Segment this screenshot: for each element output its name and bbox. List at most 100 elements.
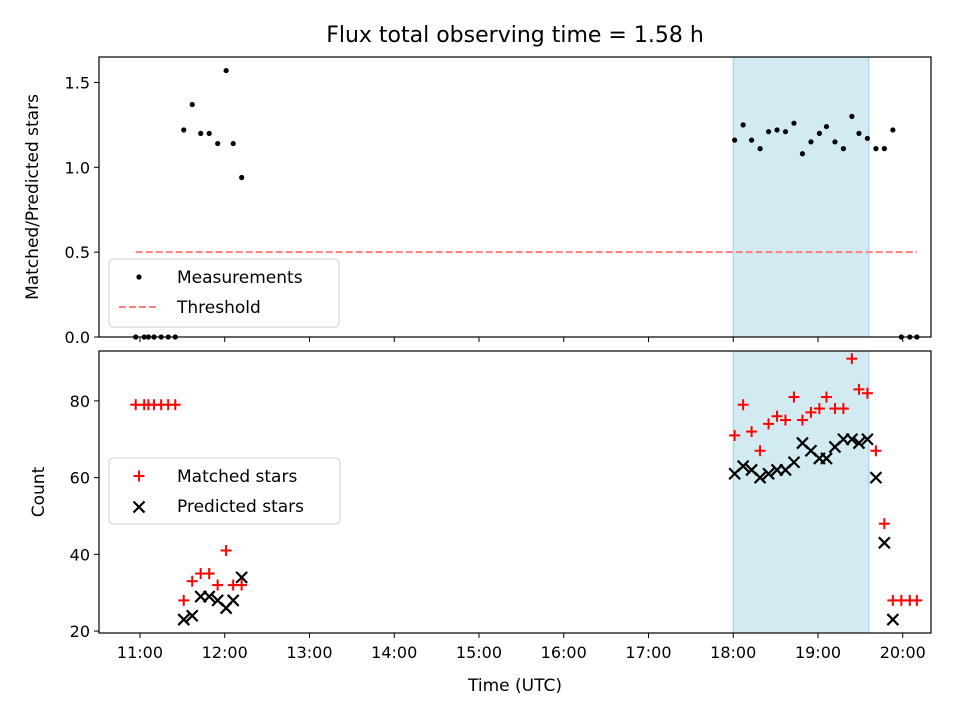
matched-star-point <box>878 518 890 530</box>
predicted-star-point-b <box>745 463 758 477</box>
predicted-star-point-b <box>202 590 216 603</box>
matched-star-point <box>203 568 215 580</box>
matched-star-point <box>861 387 873 399</box>
predicted-star-point-b <box>804 444 818 458</box>
measurement-point <box>189 101 195 108</box>
predicted-star-point <box>878 536 891 550</box>
matched-star-point <box>911 594 923 606</box>
bottom-y-tick-label: 40 <box>70 545 90 564</box>
predicted-star-point <box>845 432 859 446</box>
measurement-point <box>823 123 830 130</box>
bottom-legend: Matched stars Predicted stars <box>108 457 341 525</box>
matched-star-point <box>788 391 800 403</box>
measurement-point <box>749 137 755 143</box>
legend-measurements-marker <box>136 274 142 280</box>
bottom-y-tick-label: 60 <box>70 469 90 488</box>
predicted-star-point-b <box>878 536 891 550</box>
measurement-point <box>840 146 847 152</box>
predicted-star-point <box>762 467 775 481</box>
measurement-point <box>732 137 738 143</box>
predicted-star-point <box>787 455 801 469</box>
predicted-star-point <box>235 571 248 584</box>
top-y-axis-label: Matched/Predicted stars <box>23 94 43 300</box>
measurement-point <box>791 120 797 126</box>
legend-predicted-marker <box>132 500 146 514</box>
measurement-point <box>740 122 746 128</box>
measurement-point <box>856 130 862 136</box>
top-x-axis-ticks <box>139 337 904 342</box>
predicted-star-point-b <box>845 432 859 446</box>
matched-star-point <box>796 414 808 426</box>
predicted-star-point <box>886 613 900 626</box>
predicted-star-point <box>753 471 767 484</box>
legend-predicted-label: Predicted stars <box>177 497 304 517</box>
x-tick-label: 12:00 <box>202 643 248 662</box>
predicted-star-point-b <box>762 467 775 481</box>
measurement-point <box>873 146 879 152</box>
predicted-star-point-b <box>820 452 833 465</box>
bottom-x-axis-ticks: 11:00 12:00 13:00 14:00 15:00 16:00 17:00 18:00… <box>117 633 926 662</box>
matched-star-point <box>236 579 248 591</box>
predicted-star-point-b <box>852 436 866 450</box>
legend-matched-marker <box>133 470 145 482</box>
predicted-star-point-b <box>796 436 809 450</box>
top-panel: 0.0 0.5 1.0 1.5 Matched/Predicted stars Mea… <box>23 56 932 347</box>
predicted-star-point-b <box>736 459 750 473</box>
matched-star-point <box>220 545 232 557</box>
matched-star-point <box>846 353 858 365</box>
measurement-point <box>765 129 772 135</box>
bottom-axes-frame <box>98 350 932 634</box>
x-tick-label: 20:00 <box>880 643 926 662</box>
predicted-star-point <box>736 459 750 473</box>
x-axis-label: Time (UTC) <box>467 676 562 696</box>
matched-star-point <box>870 445 882 457</box>
top-observing-window-shade <box>732 56 870 338</box>
bottom-legend-box <box>108 457 341 525</box>
bottom-series <box>130 353 923 626</box>
predicted-star-point <box>820 452 833 465</box>
top-y-tick-label: 0.0 <box>65 328 90 347</box>
predicted-star-point-b <box>235 571 248 584</box>
legend-threshold-label: Threshold <box>176 298 261 318</box>
chart-title: Flux total observing time = 1.58 h <box>326 23 704 48</box>
matched-star-point <box>186 575 198 587</box>
top-axes-frame <box>98 56 932 338</box>
measurement-point <box>816 130 823 136</box>
measurement-point <box>808 139 814 145</box>
x-tick-label: 13:00 <box>286 643 332 662</box>
legend-plus-glyph <box>133 470 145 482</box>
matched-star-point <box>771 410 783 422</box>
predicted-star-point-b <box>177 613 191 626</box>
predicted-star-point <box>852 436 866 450</box>
bottom-y-axis-ticks: 20 40 60 80 <box>70 392 99 641</box>
top-series <box>133 67 920 340</box>
predicted-star-point-b <box>869 471 883 484</box>
matched-star-point <box>780 414 792 426</box>
measurement-point <box>864 135 871 142</box>
legend-x-glyph-b <box>132 500 146 514</box>
predicted-star-point <box>202 590 216 603</box>
predicted-star-point-b <box>226 594 240 607</box>
predicted-star-point <box>861 432 874 446</box>
measurement-point <box>782 129 789 135</box>
x-tick-label: 11:00 <box>117 643 163 662</box>
measurement-point <box>849 113 855 119</box>
predicted-star-point-b <box>753 471 767 484</box>
bottom-y-tick-label: 80 <box>70 392 90 411</box>
measurement-point <box>799 151 806 157</box>
x-tick-label: 18:00 <box>710 643 756 662</box>
matched-star-point <box>178 594 190 606</box>
x-tick-label: 15:00 <box>456 643 502 662</box>
matched-star-point <box>813 403 825 415</box>
matched-star-point <box>754 445 766 457</box>
legend-matched-label: Matched stars <box>177 467 297 487</box>
bottom-observing-window-shade <box>732 350 870 634</box>
measurement-point <box>198 130 204 136</box>
predicted-star-point <box>185 609 199 623</box>
matched-star-point <box>212 579 224 591</box>
measurement-point <box>832 139 838 145</box>
matched-star-point <box>729 429 741 441</box>
